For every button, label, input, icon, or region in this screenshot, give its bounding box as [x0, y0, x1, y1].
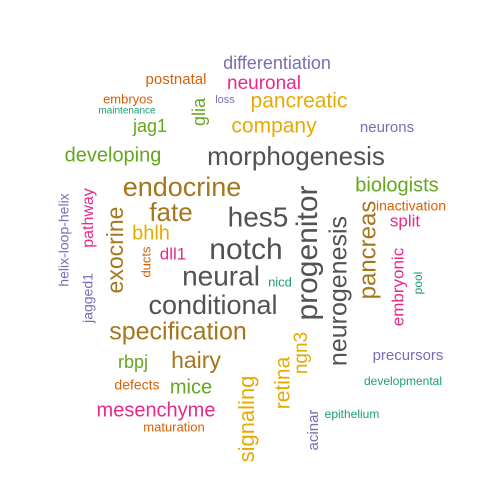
word-embryonic: embryonic — [388, 247, 407, 326]
word-rbpj: rbpj — [118, 352, 148, 372]
word-hairy: hairy — [171, 347, 221, 373]
word-epithelium: epithelium — [325, 407, 380, 421]
word-notch: notch — [209, 233, 282, 266]
word-hes5: hes5 — [228, 201, 289, 232]
word-progenitor: progenitor — [291, 185, 324, 320]
word-precursors: precursors — [373, 347, 444, 364]
word-exocrine: exocrine — [102, 207, 128, 294]
word-developing: developing — [65, 144, 162, 166]
word-conditional: conditional — [148, 290, 277, 320]
word-signaling: signaling — [234, 376, 259, 463]
word-pool: pool — [411, 272, 425, 295]
word-differentiation: differentiation — [223, 53, 331, 73]
word-biologists: biologists — [355, 174, 438, 196]
word-retina: retina — [272, 356, 295, 409]
word-mice: mice — [170, 376, 212, 398]
word-postnatal: postnatal — [146, 71, 207, 88]
word-ducts: ducts — [138, 246, 153, 278]
word-pancreas: pancreas — [354, 201, 381, 300]
word-ngn3: ngn3 — [291, 332, 312, 374]
word-developmental: developmental — [364, 374, 442, 388]
word-neurons: neurons — [360, 119, 414, 136]
word-mesenchyme: mesenchyme — [97, 399, 216, 421]
word-neural: neural — [182, 260, 260, 291]
word-specification: specification — [109, 318, 247, 346]
word-neuronal: neuronal — [227, 73, 301, 94]
word-embryos: embryos — [103, 91, 153, 106]
word-maintenance: maintenance — [98, 106, 156, 117]
word-helix-loop-helix: helix-loop-helix — [56, 193, 72, 286]
word-split: split — [390, 211, 421, 230]
word-bhlh: bhlh — [132, 222, 170, 244]
word-maturation: maturation — [143, 419, 204, 434]
word-inactivation: inactivation — [376, 198, 446, 214]
word-nicd: nicd — [268, 274, 292, 289]
word-glia: glia — [189, 97, 209, 126]
word-pathway: pathway — [80, 188, 97, 248]
word-loss: loss — [215, 94, 235, 106]
word-fate: fate — [149, 197, 192, 227]
word-pancreatic: pancreatic — [251, 90, 348, 113]
word-jag1: jag1 — [132, 116, 167, 136]
word-acinar: acinar — [305, 410, 322, 451]
word-jagged1: jagged1 — [80, 273, 96, 324]
word-endocrine: endocrine — [123, 172, 242, 202]
word-neurogenesis: neurogenesis — [325, 216, 353, 366]
word-morphogenesis: morphogenesis — [207, 141, 385, 171]
word-company: company — [231, 115, 317, 138]
word-defects: defects — [114, 377, 159, 393]
word-dll1: dll1 — [160, 244, 186, 263]
